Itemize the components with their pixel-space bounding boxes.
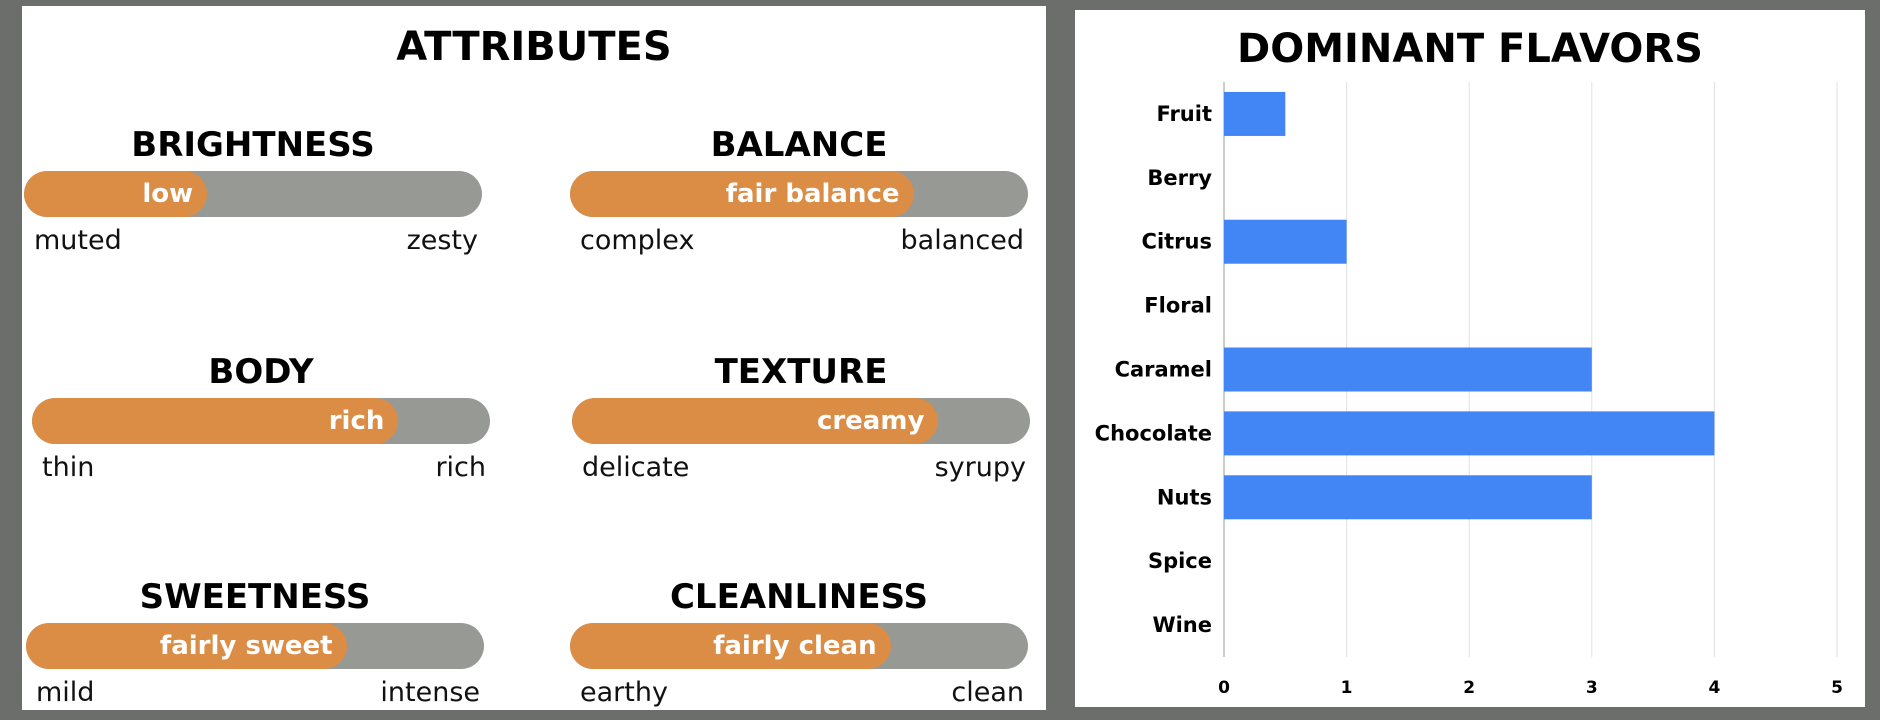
flavor-bar-chart: 0 1 2 3 4 5 Fruit Berry Citrus Floral Caramel Choco… (1095, 82, 1843, 698)
attribute-scale-fill: fairly sweet (26, 623, 347, 669)
scale-low-label: thin (42, 452, 95, 483)
attribute-heading: SWEETNESS (139, 577, 371, 617)
attribute-scale-track: fair balance (570, 171, 1028, 217)
attribute-scale-track: rich (32, 398, 490, 444)
attribute-heading: BRIGHTNESS (131, 125, 375, 165)
x-tick-label: 0 (1218, 678, 1230, 698)
scale-high-label: zesty (406, 225, 478, 256)
x-tick-label: 3 (1586, 678, 1598, 698)
attribute-value-label: fairly sweet (159, 631, 333, 661)
attribute-value-label: fair balance (725, 179, 900, 209)
attribute-scale-fill: creamy (572, 398, 939, 444)
category-label: Floral (1144, 294, 1212, 318)
attribute-scale-track: fairly clean (570, 623, 1028, 669)
scale-low-label: muted (34, 225, 122, 256)
bar-nuts (1224, 475, 1592, 520)
bar-caramel (1224, 347, 1592, 392)
attribute-scale-fill: fair balance (570, 171, 914, 217)
scale-low-label: complex (580, 225, 695, 256)
bar-fruit (1224, 91, 1286, 136)
scale-high-label: balanced (900, 225, 1024, 256)
bar-citrus (1224, 219, 1347, 264)
attribute-scale-track: fairly sweet (26, 623, 484, 669)
scale-high-label: rich (435, 452, 486, 483)
attributes-panel: ATTRIBUTES BRIGHTNESS low muted zesty BAL… (22, 6, 1046, 710)
scale-high-label: intense (380, 677, 480, 708)
attribute-scale-track: low (24, 171, 482, 217)
dominant-flavors-panel: 0 1 2 3 4 5 Fruit Berry Citrus Floral Caramel Choco… (1075, 10, 1865, 707)
attribute-value-label: creamy (816, 406, 925, 436)
attribute-body: BODY rich thin rich (32, 352, 490, 492)
attribute-heading: BODY (208, 352, 314, 392)
attribute-cleanliness: CLEANLINESS fairly clean earthy clean (570, 577, 1028, 717)
attribute-heading: TEXTURE (714, 352, 888, 392)
attribute-brightness: BRIGHTNESS low muted zesty (24, 125, 482, 265)
attributes-title: ATTRIBUTES (396, 24, 672, 70)
scale-low-label: mild (36, 677, 95, 708)
x-tick-label: 4 (1708, 678, 1720, 698)
category-label: Caramel (1115, 358, 1212, 382)
attribute-balance: BALANCE fair balance complex balanced (570, 125, 1028, 265)
category-label: Citrus (1142, 230, 1212, 254)
attribute-value-label: low (142, 179, 194, 209)
attribute-texture: TEXTURE creamy delicate syrupy (572, 352, 1030, 492)
x-tick-label: 1 (1341, 678, 1353, 698)
x-tick-label: 5 (1831, 678, 1843, 698)
x-tick-label: 2 (1463, 678, 1475, 698)
attribute-scale-fill: low (24, 171, 208, 217)
category-label: Spice (1148, 549, 1212, 573)
category-label: Fruit (1156, 102, 1212, 126)
scale-high-label: clean (951, 677, 1024, 708)
bar-chocolate (1224, 411, 1715, 456)
category-label: Wine (1152, 613, 1212, 637)
scale-low-label: earthy (580, 677, 668, 708)
chart-title: DOMINANT FLAVORS (1237, 26, 1703, 72)
scale-low-label: delicate (582, 452, 690, 483)
category-label: Nuts (1157, 485, 1212, 509)
scale-high-label: syrupy (934, 452, 1026, 483)
category-label: Berry (1147, 166, 1212, 190)
attribute-scale-track: creamy (572, 398, 1030, 444)
attribute-value-label: fairly clean (713, 631, 877, 661)
attribute-sweetness: SWEETNESS fairly sweet mild intense (26, 577, 484, 717)
category-label: Chocolate (1095, 421, 1212, 445)
attribute-heading: CLEANLINESS (669, 577, 929, 617)
attribute-scale-fill: fairly clean (570, 623, 891, 669)
attribute-scale-fill: rich (32, 398, 399, 444)
attribute-heading: BALANCE (710, 125, 888, 165)
attribute-value-label: rich (328, 406, 385, 436)
